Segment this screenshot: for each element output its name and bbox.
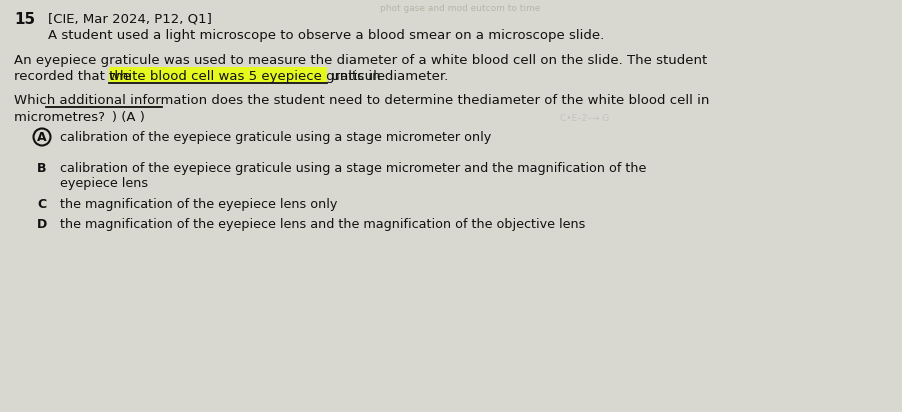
- Text: the magnification of the eyepiece lens only: the magnification of the eyepiece lens o…: [60, 197, 337, 211]
- Text: the magnification of the eyepiece lens and the magnification of the objective le: the magnification of the eyepiece lens a…: [60, 218, 585, 230]
- Text: A: A: [37, 131, 47, 143]
- Text: units in diameter.: units in diameter.: [327, 70, 448, 83]
- FancyBboxPatch shape: [109, 67, 327, 82]
- Text: calibration of the eyepiece graticule using a stage micrometer only: calibration of the eyepiece graticule us…: [60, 131, 492, 143]
- Text: An eyepiece graticule was used to measure the diameter of a white blood cell on : An eyepiece graticule was used to measur…: [14, 54, 707, 67]
- Text: recorded that the: recorded that the: [14, 70, 135, 83]
- Text: [CIE, Mar 2024, P12, Q1]: [CIE, Mar 2024, P12, Q1]: [48, 12, 212, 25]
- Text: 15: 15: [14, 12, 35, 27]
- Text: C•E–2–→ G: C•E–2–→ G: [560, 114, 609, 123]
- Text: D: D: [37, 218, 47, 230]
- Text: Which additional information does the student need to determine the⁠diameter of : Which additional information does the st…: [14, 94, 709, 107]
- Text: C: C: [38, 197, 47, 211]
- Text: phot gase and mod eutcom to time: phot gase and mod eutcom to time: [380, 4, 540, 13]
- Text: eyepiece lens: eyepiece lens: [60, 176, 148, 190]
- Text: B: B: [37, 162, 47, 175]
- Text: micrometres?  ) (A ): micrometres? ) (A ): [14, 111, 145, 124]
- Text: A student used a light microscope to observe a blood smear on a microscope slide: A student used a light microscope to obs…: [48, 29, 604, 42]
- Text: white blood cell was 5 eyepiece graticule: white blood cell was 5 eyepiece graticul…: [109, 70, 385, 83]
- Text: calibration of the eyepiece graticule using a stage micrometer and the magnifica: calibration of the eyepiece graticule us…: [60, 162, 647, 175]
